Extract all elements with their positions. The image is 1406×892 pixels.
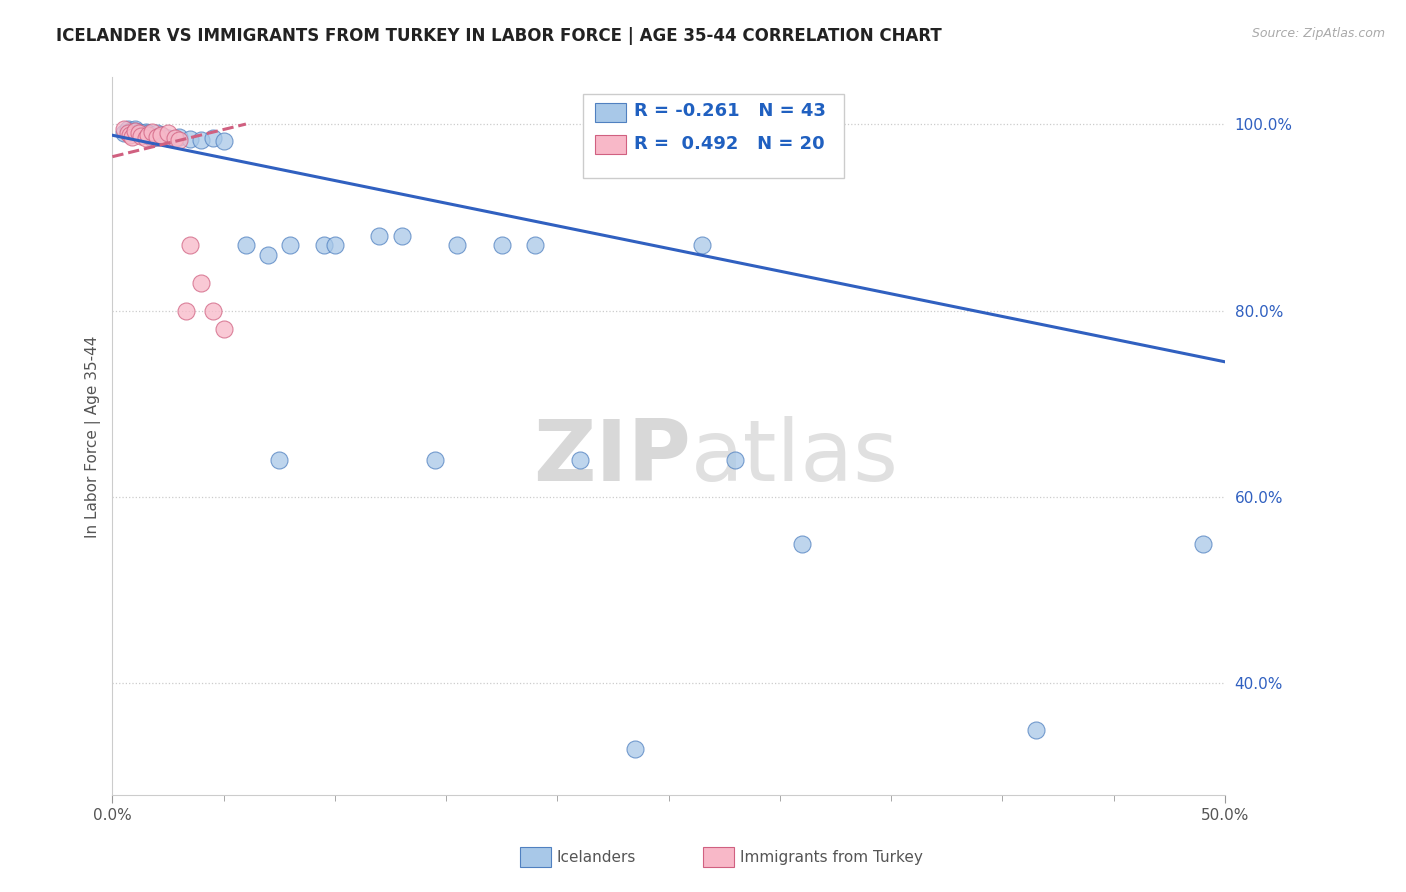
Point	[190, 276, 212, 290]
Point	[190, 133, 212, 147]
Point	[136, 128, 159, 143]
Point	[163, 131, 186, 145]
Text: atlas: atlas	[690, 417, 898, 500]
Point	[150, 128, 173, 143]
Point	[132, 127, 155, 141]
Point	[128, 125, 150, 139]
Y-axis label: In Labor Force | Age 35-44: In Labor Force | Age 35-44	[86, 335, 101, 538]
Point	[212, 322, 235, 336]
Point	[257, 247, 280, 261]
Point	[690, 238, 713, 252]
Point	[131, 128, 153, 142]
Point	[135, 128, 157, 143]
Point	[179, 132, 201, 146]
Point	[121, 130, 143, 145]
Point	[117, 127, 139, 141]
Point	[141, 124, 163, 138]
Point	[124, 121, 146, 136]
Point	[201, 131, 224, 145]
Point	[117, 121, 139, 136]
Text: ZIP: ZIP	[533, 417, 690, 500]
Text: R =  0.492   N = 20: R = 0.492 N = 20	[634, 135, 825, 153]
Point	[112, 127, 135, 141]
Point	[124, 123, 146, 137]
Point	[423, 452, 446, 467]
Point	[312, 238, 335, 252]
Point	[269, 452, 291, 467]
Point	[1025, 723, 1047, 737]
Text: Source: ZipAtlas.com: Source: ZipAtlas.com	[1251, 27, 1385, 40]
Point	[235, 238, 257, 252]
Point	[212, 134, 235, 148]
Point	[1191, 536, 1213, 550]
Point	[391, 228, 413, 243]
Text: Icelanders: Icelanders	[557, 850, 636, 864]
Point	[167, 133, 190, 147]
Point	[491, 238, 513, 252]
Point	[323, 238, 346, 252]
Point	[146, 127, 169, 141]
Point	[135, 124, 157, 138]
Point	[120, 123, 142, 137]
Point	[141, 131, 163, 145]
Point	[524, 238, 547, 252]
Point	[131, 129, 153, 144]
Point	[136, 127, 159, 141]
Point	[280, 238, 302, 252]
Point	[157, 127, 180, 141]
Point	[792, 536, 814, 550]
Text: ICELANDER VS IMMIGRANTS FROM TURKEY IN LABOR FORCE | AGE 35-44 CORRELATION CHART: ICELANDER VS IMMIGRANTS FROM TURKEY IN L…	[56, 27, 942, 45]
Point	[124, 127, 146, 141]
Point	[139, 129, 162, 144]
Point	[128, 127, 150, 141]
Point	[124, 123, 146, 137]
Point	[167, 130, 190, 145]
Point	[446, 238, 468, 252]
Text: R = -0.261   N = 43: R = -0.261 N = 43	[634, 103, 825, 120]
Point	[174, 303, 197, 318]
Point	[150, 128, 173, 143]
Point	[146, 130, 169, 145]
Point	[121, 125, 143, 139]
Point	[724, 452, 747, 467]
Point	[624, 741, 647, 756]
Point	[112, 121, 135, 136]
Point	[179, 238, 201, 252]
Point	[568, 452, 591, 467]
Point	[157, 131, 180, 145]
Point	[146, 130, 169, 145]
Text: Immigrants from Turkey: Immigrants from Turkey	[740, 850, 922, 864]
Point	[120, 128, 142, 143]
Point	[368, 228, 391, 243]
Point	[135, 131, 157, 145]
Point	[201, 303, 224, 318]
